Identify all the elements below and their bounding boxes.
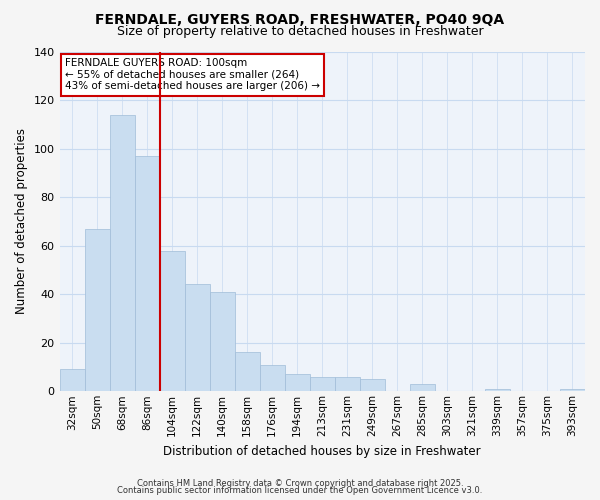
Bar — [85, 228, 110, 392]
Bar — [310, 376, 335, 392]
Bar — [209, 292, 235, 392]
Bar — [160, 250, 185, 392]
Bar — [235, 352, 260, 392]
Y-axis label: Number of detached properties: Number of detached properties — [15, 128, 28, 314]
Text: FERNDALE, GUYERS ROAD, FRESHWATER, PO40 9QA: FERNDALE, GUYERS ROAD, FRESHWATER, PO40 … — [95, 12, 505, 26]
Bar — [335, 376, 360, 392]
Bar — [360, 379, 385, 392]
Text: Size of property relative to detached houses in Freshwater: Size of property relative to detached ho… — [116, 25, 484, 38]
Bar — [285, 374, 310, 392]
Bar — [134, 156, 160, 392]
Bar — [485, 389, 510, 392]
Bar — [260, 364, 285, 392]
Text: FERNDALE GUYERS ROAD: 100sqm
← 55% of detached houses are smaller (264)
43% of s: FERNDALE GUYERS ROAD: 100sqm ← 55% of de… — [65, 58, 320, 92]
Bar — [110, 114, 134, 392]
Text: Contains public sector information licensed under the Open Government Licence v3: Contains public sector information licen… — [118, 486, 482, 495]
Bar — [59, 370, 85, 392]
X-axis label: Distribution of detached houses by size in Freshwater: Distribution of detached houses by size … — [163, 444, 481, 458]
Bar — [410, 384, 435, 392]
Bar — [185, 284, 209, 392]
Text: Contains HM Land Registry data © Crown copyright and database right 2025.: Contains HM Land Registry data © Crown c… — [137, 478, 463, 488]
Bar — [560, 389, 585, 392]
